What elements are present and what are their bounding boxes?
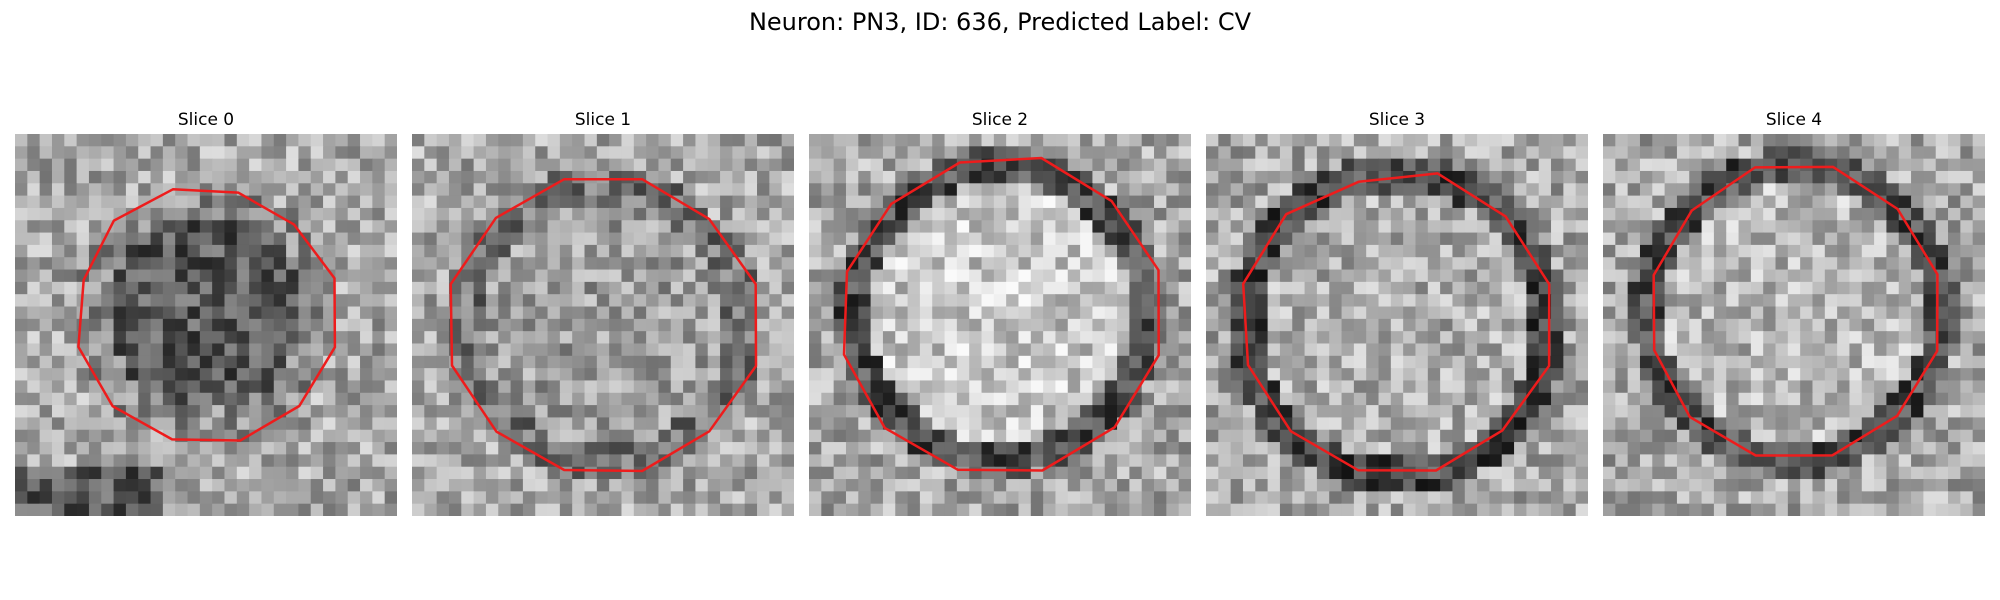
- slice-panel-3: Slice 3: [1206, 110, 1588, 516]
- segmentation-contour: [1241, 172, 1551, 472]
- slice-panel-2: Slice 2: [809, 110, 1191, 516]
- microscopy-slice-image: [809, 134, 1191, 516]
- segmentation-contour: [1652, 165, 1939, 457]
- segmentation-contour: [842, 156, 1160, 472]
- microscopy-slice-image: [15, 134, 397, 516]
- slice-panel-1: Slice 1: [412, 110, 794, 516]
- slice-title: Slice 3: [1368, 110, 1426, 130]
- microscopy-slice-image: [1206, 134, 1588, 516]
- slice-title: Slice 4: [1765, 110, 1823, 130]
- pixel-grid: [1206, 134, 1588, 516]
- slice-title: Slice 1: [574, 110, 632, 130]
- pixel-grid: [809, 134, 1191, 516]
- microscopy-slice-image: [412, 134, 794, 516]
- slice-panel-4: Slice 4: [1603, 110, 1985, 516]
- pixel-grid: [412, 134, 794, 516]
- slice-title: Slice 2: [971, 110, 1029, 130]
- segmentation-contour: [77, 188, 337, 442]
- figure-title: Neuron: PN3, ID: 636, Predicted Label: C…: [748, 8, 1252, 36]
- slice-panel-0: Slice 0: [15, 110, 397, 516]
- segmentation-contour: [449, 177, 758, 473]
- microscopy-slice-image: [1603, 134, 1985, 516]
- pixel-grid: [1603, 134, 1985, 516]
- slice-title: Slice 0: [177, 110, 235, 130]
